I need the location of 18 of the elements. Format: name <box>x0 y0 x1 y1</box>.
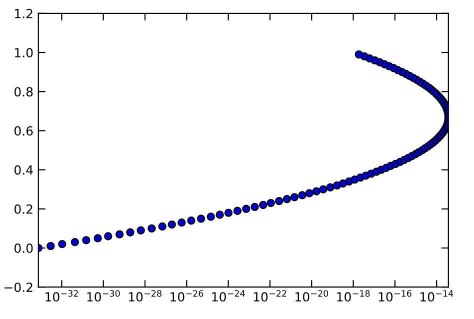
x-tick-label: 10$^{−18}$ <box>337 290 370 302</box>
y-tick-label: 0.6 <box>14 126 33 136</box>
y-tick-label: 0.2 <box>14 204 32 214</box>
x-tick-label: 10$^{−26}$ <box>170 290 204 302</box>
x-tick-label: 10$^{−32}$ <box>46 290 78 302</box>
y-tick-label: −0.2 <box>4 282 32 292</box>
x-tick-label: 10$^{−16}$ <box>378 290 412 302</box>
y-tick-label: 0.8 <box>14 87 33 97</box>
y-tick-label: 1.2 <box>15 8 32 18</box>
x-tick-label: 10$^{−20}$ <box>296 290 328 302</box>
x-tick-label: 10$^{−14}$ <box>420 290 454 302</box>
x-tick-label: 10$^{−24}$ <box>212 290 245 302</box>
y-tick-label: 0.0 <box>14 243 33 253</box>
x-tick-label: 10$^{−30}$ <box>87 290 120 302</box>
y-tick-label: 1.0 <box>15 48 33 58</box>
x-tick-label: 10$^{−28}$ <box>128 290 162 302</box>
x-tick-label: 10$^{−22}$ <box>254 290 286 302</box>
y-tick-label: 0.4 <box>14 165 33 175</box>
